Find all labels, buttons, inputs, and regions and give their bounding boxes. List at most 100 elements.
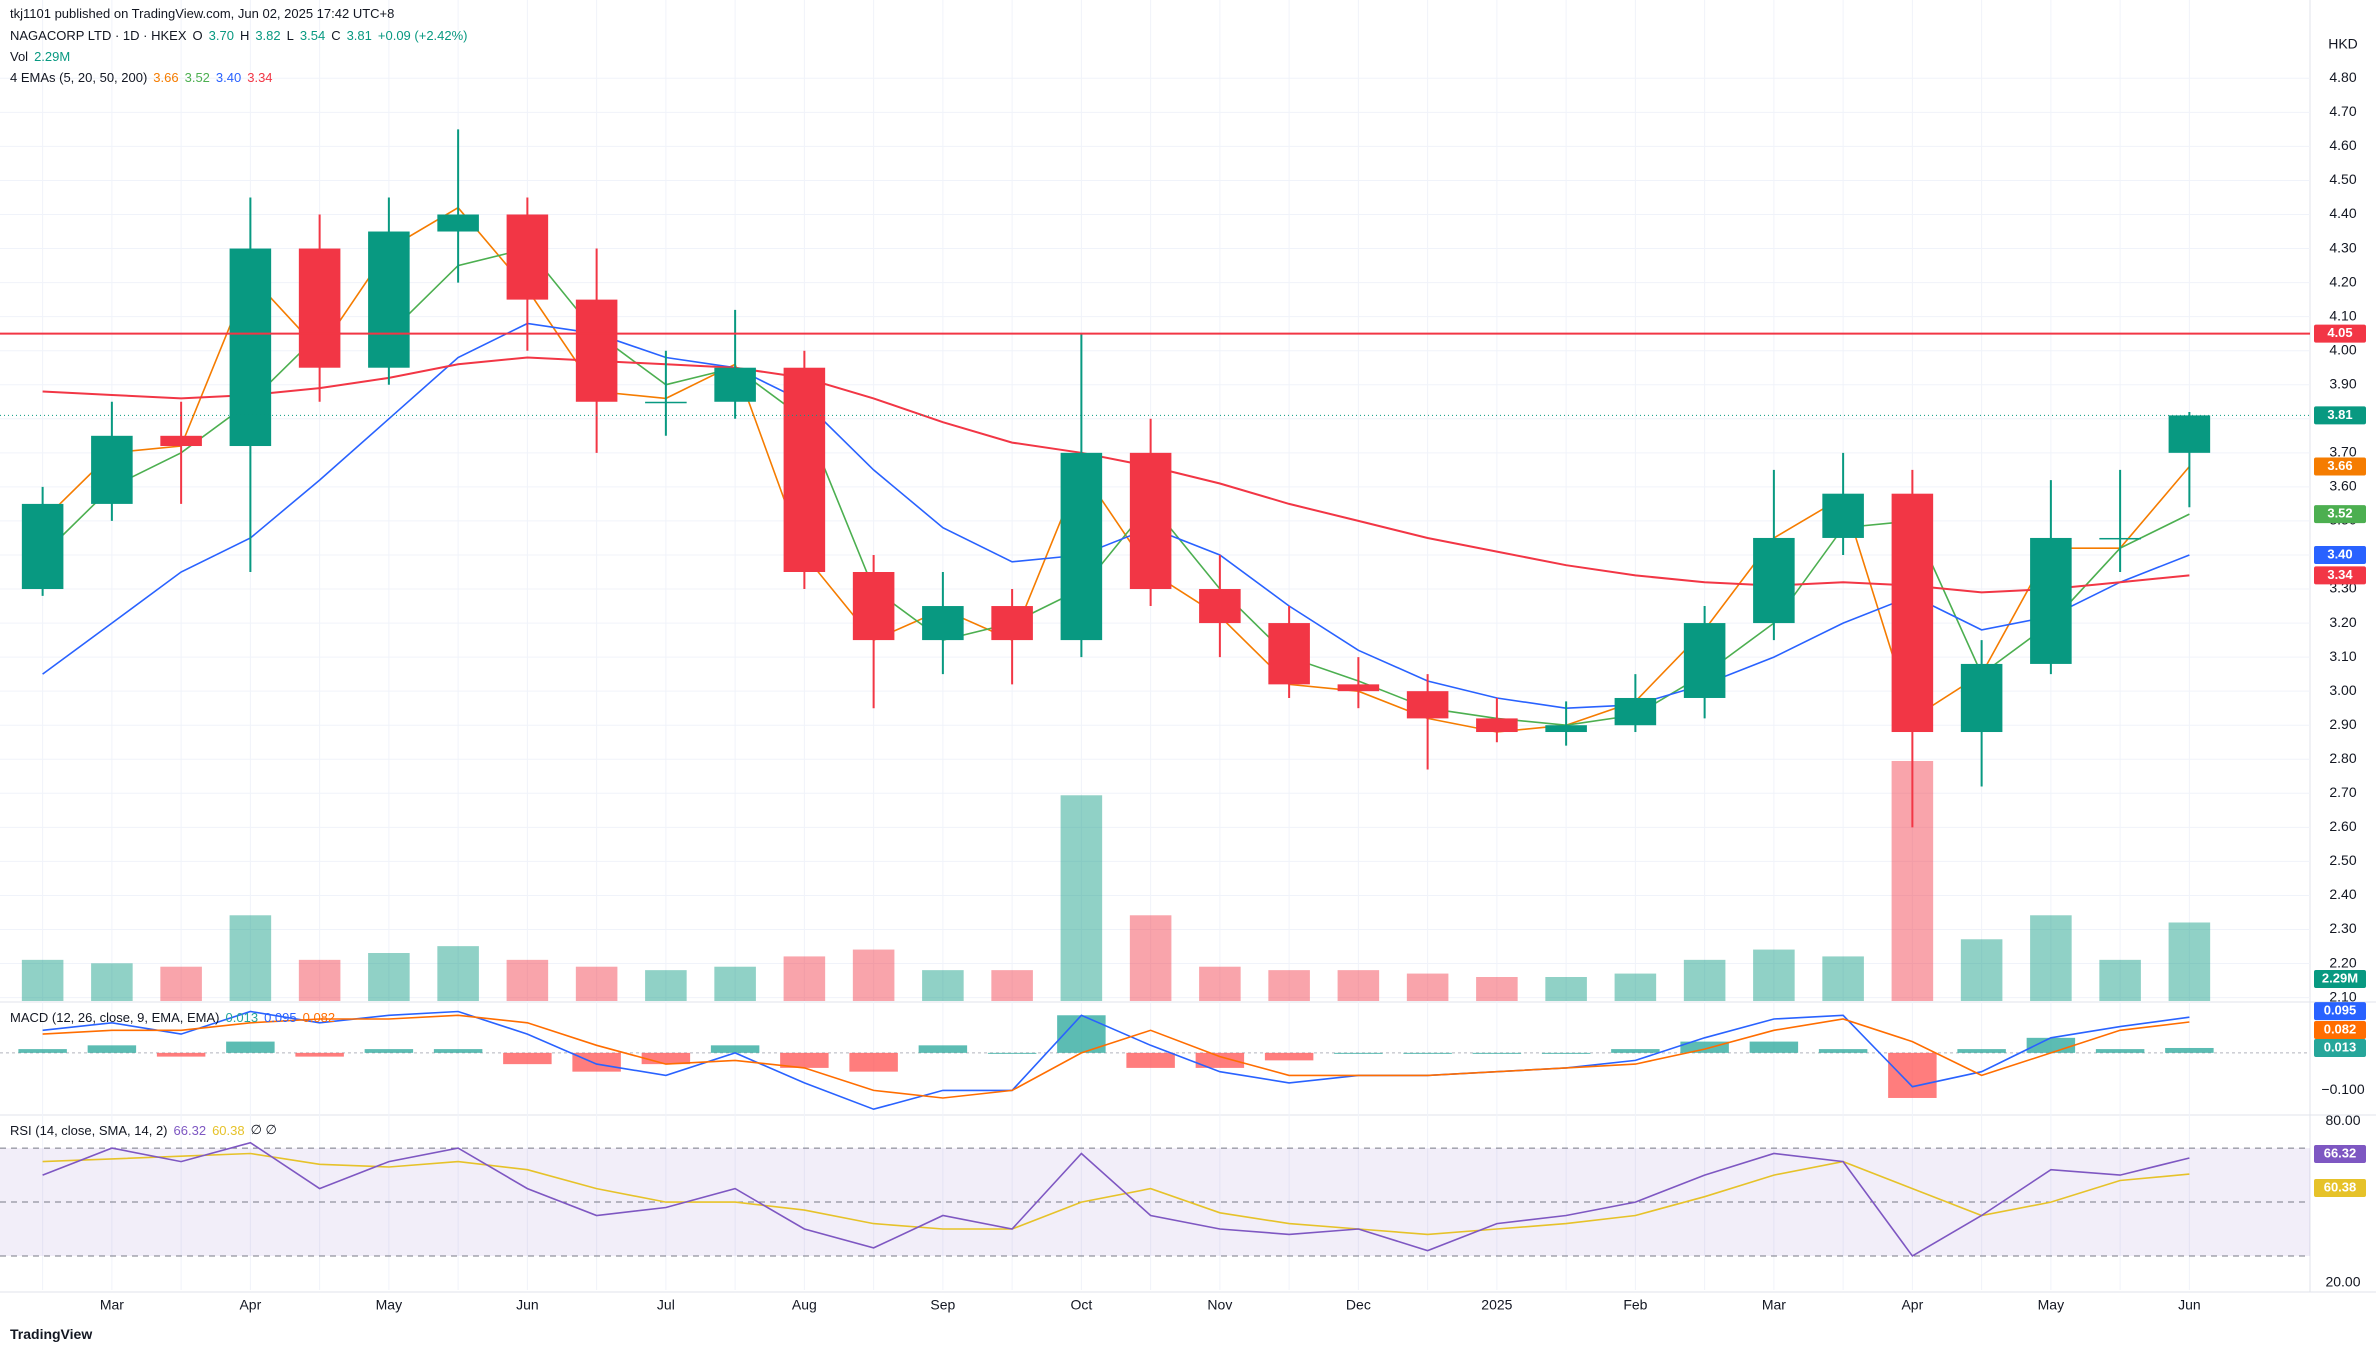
histogram-value: 0.013 <box>225 1010 259 1025</box>
rsi-value: 66.32 <box>173 1122 207 1138</box>
x-tick-label: Feb <box>1623 1297 1647 1313</box>
volume-bar <box>1406 973 1449 1001</box>
ohlc-value: 3.81 <box>346 28 372 43</box>
volume-bar <box>91 963 133 1001</box>
volume-bar <box>368 953 410 1001</box>
volume-bar <box>991 970 1033 1001</box>
rsi-badge-bg <box>2314 1145 2366 1164</box>
volume-bar <box>1060 795 1103 1001</box>
histogram-bar <box>641 1052 691 1065</box>
y-tick-label: 2.90 <box>2329 716 2356 732</box>
publisher-line: tkj1101 published on TradingView.com, Ju… <box>10 6 394 21</box>
candle-body <box>783 367 826 572</box>
last-price-badge-bg <box>2314 406 2366 425</box>
x-tick-label: Sep <box>930 1297 955 1313</box>
volume-bar <box>229 915 272 1001</box>
volume-bar <box>1337 970 1380 1001</box>
x-tick-label: Apr <box>239 1297 261 1313</box>
rsi-legend: RSI (14, close, SMA, 14, 2) 66.32 60.38 ∅ ∅ <box>10 1122 277 1138</box>
histogram-bar <box>2095 1049 2145 1053</box>
x-tick-label: Jun <box>516 1297 539 1313</box>
histogram-bar <box>1195 1052 1245 1068</box>
y-tick-label: 3.10 <box>2329 648 2356 664</box>
histogram-bar <box>1403 1052 1452 1054</box>
volume-bar <box>298 959 341 1001</box>
x-tick-label: Mar <box>1762 1297 1786 1313</box>
x-tick-label: Jul <box>657 1297 675 1313</box>
x-tick-label: May <box>376 1297 402 1313</box>
histogram-bar <box>1818 1049 1868 1053</box>
histogram-bar <box>2165 1047 2214 1053</box>
volume-bar <box>645 970 687 1001</box>
ohlc-value: 3.54 <box>299 28 326 43</box>
histogram-bar <box>295 1052 344 1057</box>
rsi-sma-value: 60.38 <box>212 1122 245 1138</box>
y-tick-label: −0.100 <box>2321 1081 2364 1097</box>
volume-bar <box>922 970 964 1001</box>
level-badge-bg <box>2314 324 2366 343</box>
volume-bar <box>575 966 618 1001</box>
histogram-bar <box>780 1052 829 1068</box>
histogram-bar <box>226 1041 275 1053</box>
candle-body <box>1476 718 1518 733</box>
volume-bar <box>1753 949 1795 1001</box>
price-legend: NAGACORP LTD · 1D · HKEX O 3.70 H 3.82 L 3.54 C… <box>10 28 468 43</box>
candle-body <box>714 367 756 402</box>
x-tick-label: May <box>2038 1297 2064 1313</box>
y-tick-label: 2.70 <box>2329 784 2356 800</box>
ema-value: 3.52 <box>184 70 210 85</box>
candle-body <box>1891 493 1934 733</box>
ema-badge-bg <box>2314 505 2366 524</box>
rsi-sma-line <box>42 1152 2190 1236</box>
volume-bar <box>1614 973 1657 1001</box>
candle-body <box>922 606 964 641</box>
candle-body <box>368 231 410 368</box>
histogram-bar <box>1749 1041 1799 1053</box>
macd-legend: MACD (12, 26, close, 9, EMA, EMA) 0.013 0.… <box>10 1010 335 1025</box>
candle-body <box>1683 623 1726 698</box>
y-tick-label: 2.60 <box>2329 818 2356 834</box>
change: +0.09 (+2.42%) <box>377 28 468 43</box>
ema-value: 3.40 <box>215 70 242 85</box>
candle-body <box>160 435 202 447</box>
y-tick-label: 2.30 <box>2329 920 2356 936</box>
candle-body <box>1337 684 1380 692</box>
y-tick-label: 4.70 <box>2329 103 2356 119</box>
histogram-badge: 0.013 <box>2324 1039 2357 1054</box>
histogram-bar <box>1541 1052 1591 1054</box>
volume-bar <box>783 956 826 1001</box>
signal-badge-bg <box>2314 1021 2366 1040</box>
rsi-badge: 66.32 <box>2324 1145 2357 1160</box>
volume-bar <box>1960 939 2003 1001</box>
macd-badge-bg <box>2314 1002 2366 1021</box>
volume-badge: 2.29M <box>2322 970 2358 985</box>
rsi-extra: ∅ ∅ <box>250 1122 277 1137</box>
ohlc-key: L <box>286 28 294 43</box>
ema-value: 3.34 <box>247 70 273 85</box>
volume-bar <box>437 946 479 1001</box>
histogram-bar <box>1264 1052 1314 1061</box>
candle-body <box>1753 537 1795 624</box>
volume-bar <box>160 966 202 1001</box>
volume-bar <box>1476 977 1518 1001</box>
candle-body <box>1406 691 1449 719</box>
x-tick-label: Apr <box>1901 1297 1923 1313</box>
publisher: tkj1101 published on TradingView.com, Ju… <box>10 6 395 21</box>
candle-body <box>852 572 895 641</box>
candle-body <box>1822 493 1864 538</box>
y-tick-label: 4.00 <box>2329 341 2356 357</box>
signal-value: 0.082 <box>302 1010 336 1025</box>
x-tick-label: Aug <box>792 1297 817 1313</box>
rsi-line <box>42 1141 2190 1258</box>
ohlc-value: 3.70 <box>208 28 234 43</box>
ema-value: 3.66 <box>153 70 179 85</box>
ema-badge-bg <box>2314 457 2366 476</box>
macd-title: MACD (12, 26, close, 9, EMA, EMA) <box>10 1010 220 1025</box>
volume-bar <box>1822 956 1864 1001</box>
candle-body <box>21 503 64 590</box>
x-tick-label: Mar <box>100 1297 124 1313</box>
candle-body <box>1129 452 1172 590</box>
ema-title: 4 EMAs (5, 20, 50, 200) <box>10 70 148 85</box>
histogram-bar <box>433 1049 483 1053</box>
